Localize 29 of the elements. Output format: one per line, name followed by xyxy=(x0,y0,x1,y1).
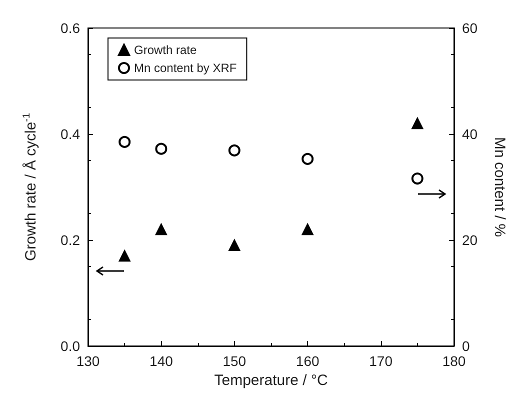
y2-tick-label: 0 xyxy=(462,338,470,354)
point xyxy=(411,172,424,185)
point xyxy=(228,144,240,156)
point xyxy=(302,224,314,236)
y-axis-title: Growth rate / Å cycle-1 xyxy=(22,112,40,262)
x-tick-label: 170 xyxy=(369,353,393,369)
x-tick-label: 150 xyxy=(222,353,246,369)
point xyxy=(155,224,167,236)
y2-tick-label: 60 xyxy=(462,20,478,36)
y-tick-label: 0.6 xyxy=(60,20,80,36)
y2-tick-label: 40 xyxy=(462,126,478,142)
x-tick-label: 140 xyxy=(150,353,174,369)
point xyxy=(412,118,424,130)
y-tick-label: 0.0 xyxy=(60,338,80,354)
y-tick-label: 0.2 xyxy=(60,232,80,248)
y2-axis-title: Mn content / % xyxy=(491,136,508,238)
y-tick-label: 0.4 xyxy=(60,126,80,142)
x-tick-label: 180 xyxy=(442,353,466,369)
x-axis-title: Temperature / °C xyxy=(214,372,328,389)
x-tick-label: 160 xyxy=(296,353,320,369)
y2-tick-label: 20 xyxy=(462,232,478,248)
point xyxy=(118,250,130,262)
point xyxy=(228,240,240,252)
legend-label: Growth rate xyxy=(134,43,198,57)
x-tick-label: 130 xyxy=(76,353,100,369)
legend-label: Mn content by XRF xyxy=(134,61,237,75)
point xyxy=(155,142,168,155)
point xyxy=(118,136,131,148)
point xyxy=(302,152,314,165)
